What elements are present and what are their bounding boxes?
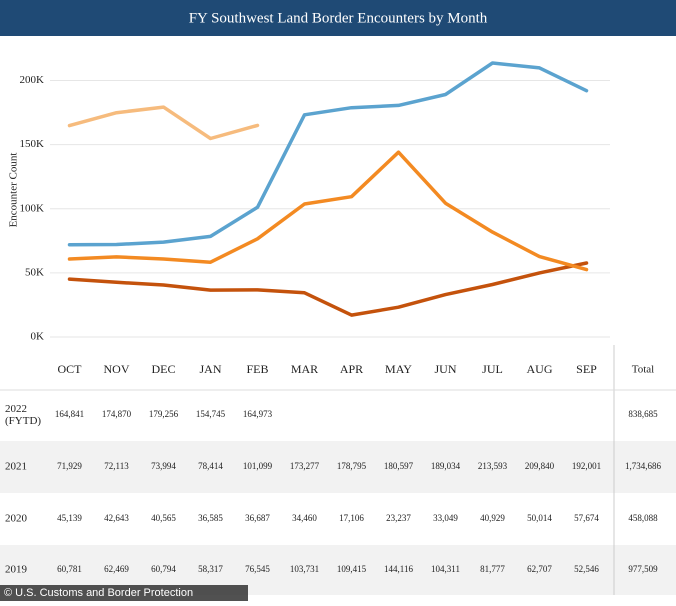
series-line xyxy=(67,105,260,141)
table-cell: 81,777 xyxy=(480,564,505,574)
row-total: 977,509 xyxy=(628,564,658,574)
table-cell: 180,597 xyxy=(384,461,414,471)
total-header: Total xyxy=(632,364,654,376)
table-cell: 62,469 xyxy=(104,564,129,574)
y-tick-label: 0K xyxy=(31,331,45,343)
table-cell: 173,277 xyxy=(290,461,320,471)
table-cell: 144,116 xyxy=(384,564,413,574)
table-cell: 189,034 xyxy=(431,461,461,471)
row-total: 838,685 xyxy=(628,409,658,419)
table-cell: 174,870 xyxy=(102,409,132,419)
row-band xyxy=(0,441,676,493)
table-cell: 45,139 xyxy=(57,513,82,523)
table-cell: 34,460 xyxy=(292,513,317,523)
x-tick-label: OCT xyxy=(58,362,83,376)
table-cell: 60,781 xyxy=(57,564,82,574)
x-tick-label: JUN xyxy=(434,362,456,376)
table-cell: 52,546 xyxy=(574,564,599,574)
table-cell: 73,994 xyxy=(151,461,176,471)
y-tick-label: 100K xyxy=(20,202,45,214)
row-total: 1,734,686 xyxy=(625,461,662,471)
x-tick-label: JAN xyxy=(199,362,221,376)
table-cell: 76,545 xyxy=(245,564,270,574)
table-cell: 179,256 xyxy=(149,409,179,419)
table-cell: 58,317 xyxy=(198,564,223,574)
table-cell: 154,745 xyxy=(196,409,226,419)
table-cell: 103,731 xyxy=(290,564,319,574)
table-cell: 209,840 xyxy=(525,461,555,471)
series-line xyxy=(67,261,589,317)
table-cell: 164,973 xyxy=(243,409,273,419)
table-cell: 192,001 xyxy=(572,461,601,471)
x-tick-label: FEB xyxy=(246,362,268,376)
x-tick-label: NOV xyxy=(104,362,130,376)
y-tick-label: 150K xyxy=(20,138,45,150)
table-cell: 164,841 xyxy=(55,409,84,419)
table-cell: 57,674 xyxy=(574,513,599,523)
table-cell: 213,593 xyxy=(478,461,508,471)
table-cell: 50,014 xyxy=(527,513,552,523)
series-line xyxy=(67,150,589,272)
title-bar xyxy=(0,0,676,36)
table-cell: 36,687 xyxy=(245,513,270,523)
table-cell: 104,311 xyxy=(431,564,460,574)
row-label: 2022 (FYTD) xyxy=(5,403,41,427)
x-tick-label: JUL xyxy=(482,362,503,376)
credit-bg xyxy=(0,585,248,601)
table-cell: 78,414 xyxy=(198,461,223,471)
row-label: 2019 xyxy=(5,564,28,576)
x-tick-label: MAR xyxy=(291,362,318,376)
table-cell: 17,106 xyxy=(339,513,364,523)
series-line xyxy=(67,61,589,247)
table-cell: 40,565 xyxy=(151,513,176,523)
x-tick-label: MAY xyxy=(385,362,412,376)
table-cell: 42,643 xyxy=(104,513,129,523)
table-cell: 71,929 xyxy=(57,461,82,471)
x-tick-label: AUG xyxy=(527,362,553,376)
table-cell: 72,113 xyxy=(104,461,129,471)
table-cell: 40,929 xyxy=(480,513,505,523)
table-cell: 101,099 xyxy=(243,461,273,471)
table-cell: 178,795 xyxy=(337,461,367,471)
table-cell: 36,585 xyxy=(198,513,223,523)
row-label: 2020 xyxy=(5,513,28,525)
table-cell: 62,707 xyxy=(527,564,552,574)
y-tick-label: 200K xyxy=(20,74,45,86)
table-cell: 23,237 xyxy=(386,513,411,523)
credit: © U.S. Customs and Border Protection xyxy=(4,587,193,599)
chart-title: FY Southwest Land Border Encounters by M… xyxy=(189,10,488,26)
table-cell: 60,794 xyxy=(151,564,176,574)
y-tick-label: 50K xyxy=(25,266,44,278)
table-cell: 109,415 xyxy=(337,564,367,574)
table-cell: 33,049 xyxy=(433,513,458,523)
y-axis-title: Encounter Count xyxy=(8,153,20,228)
x-tick-label: SEP xyxy=(576,362,597,376)
x-tick-label: APR xyxy=(340,362,363,376)
row-label: 2021 xyxy=(5,461,27,473)
x-tick-label: DEC xyxy=(152,362,176,376)
row-total: 458,088 xyxy=(628,513,658,523)
